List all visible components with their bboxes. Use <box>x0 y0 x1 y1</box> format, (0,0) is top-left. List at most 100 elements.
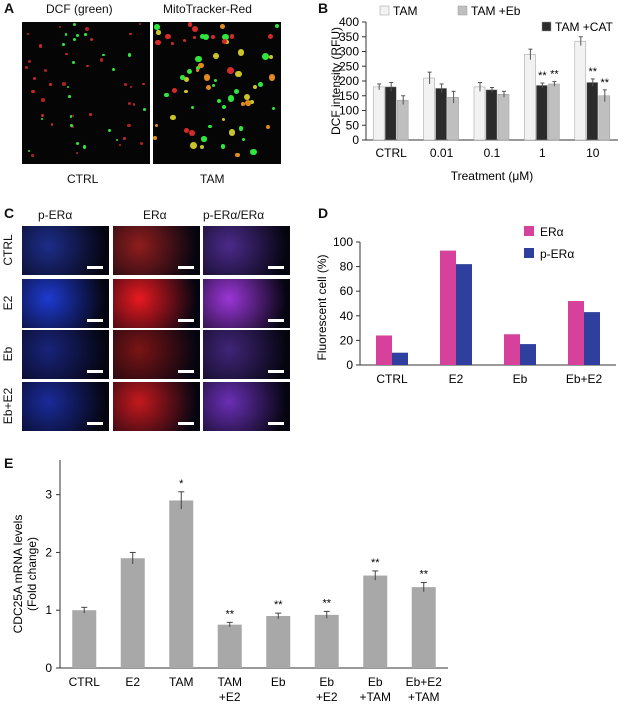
cell-dot <box>89 113 92 117</box>
cell-dot <box>43 68 48 73</box>
panel-a-row-label-tam: TAM <box>200 172 225 186</box>
bar <box>423 77 435 141</box>
cell-dot <box>61 81 66 86</box>
y-tick-label: 80 <box>340 260 354 274</box>
panel-a-col-label-mitotracker: MitoTracker-Red <box>163 2 252 16</box>
cell-dot <box>153 136 158 141</box>
scale-bar <box>178 266 194 269</box>
cell-dot <box>252 84 257 89</box>
bar <box>536 85 548 141</box>
bar <box>169 500 194 668</box>
if-image-tile <box>203 382 290 431</box>
x-tick-label: Eb+E2 <box>566 372 603 386</box>
cell-dot <box>272 106 276 110</box>
bar <box>520 344 536 365</box>
cell-dot <box>182 38 186 42</box>
cell-dot <box>262 53 269 60</box>
cell-dot <box>250 99 254 104</box>
x-tick-label: TAM <box>169 675 193 689</box>
if-image-tile <box>113 330 200 379</box>
cell-dot <box>212 84 216 88</box>
x-axis-label: Treatment (μM) <box>451 169 533 183</box>
cell-dot <box>76 142 80 145</box>
cell-dot <box>73 38 77 42</box>
cell-dot <box>129 86 133 89</box>
chart-d: 0 20 40 60 80 100 CTRL E2 Eb Eb+E2 Fluorescent cel… <box>315 225 616 386</box>
cell-dot <box>184 89 188 93</box>
scale-bar <box>87 422 103 425</box>
cell-dot <box>41 98 45 102</box>
cell-dot <box>238 126 244 131</box>
scale-bar <box>268 266 284 269</box>
legend-label: TAM +CAT <box>555 20 614 34</box>
cell-dot <box>170 42 174 46</box>
bar <box>548 83 560 141</box>
panel-a-row-label-ctrl: CTRL <box>67 172 99 186</box>
y-axis-label: (Fold change) <box>25 537 39 611</box>
cell-dot <box>24 66 29 70</box>
bar <box>440 250 456 365</box>
bar <box>120 558 145 668</box>
cell-dot <box>234 152 240 158</box>
bar <box>72 610 97 668</box>
significance-mark: ** <box>550 69 559 81</box>
significance-mark: * <box>179 478 184 490</box>
y-tick-label: 400 <box>339 15 359 29</box>
x-tick-label: E2 <box>125 675 140 689</box>
x-tick-label: CTRL <box>69 675 101 689</box>
scale-bar <box>268 319 284 322</box>
legend-swatch <box>524 248 534 258</box>
cell-dot <box>190 105 194 109</box>
cell-dot <box>210 34 215 39</box>
cell-dot <box>213 53 219 60</box>
cell-dot <box>123 136 127 140</box>
cell-dot <box>83 32 87 36</box>
cell-dot <box>203 33 210 40</box>
cell-dot <box>187 68 193 75</box>
cell-dot <box>70 115 73 118</box>
if-image-tile <box>203 279 290 328</box>
cell-dot <box>228 129 236 137</box>
y-tick-label: 250 <box>339 59 359 73</box>
y-axis-label: Fluorescent cell (%) <box>315 254 329 360</box>
cell-dot <box>139 142 143 146</box>
y-tick-label: 150 <box>339 89 359 103</box>
bar <box>485 89 498 141</box>
cell-dot <box>268 54 273 59</box>
legend-swatch <box>379 5 390 16</box>
bar <box>266 616 291 668</box>
cell-dot <box>170 114 176 121</box>
cell-dot <box>183 128 189 134</box>
cell-dot <box>208 124 212 129</box>
y-tick-label: 300 <box>339 45 359 59</box>
cell-dot <box>245 101 251 107</box>
cell-dot <box>220 24 225 30</box>
cell-dot <box>243 93 250 100</box>
scale-bar <box>178 370 194 373</box>
panel-c-col-label-era: ERα <box>143 208 167 222</box>
y-tick-label: 60 <box>340 284 354 298</box>
cell-dot <box>190 142 197 149</box>
y-axis-label: DCF intensity (RFU) <box>329 27 343 135</box>
bar <box>584 312 600 365</box>
legend-label: TAM <box>393 4 417 18</box>
cell-dot <box>69 124 74 128</box>
cell-dot <box>216 99 221 104</box>
cell-dot <box>201 136 207 142</box>
y-tick-label: 3 <box>45 488 52 502</box>
cell-dot <box>76 151 79 155</box>
cell-dot <box>40 118 43 121</box>
legend-label: p-ERα <box>540 247 574 261</box>
cell-dot <box>203 74 210 81</box>
cell-dot <box>40 114 45 118</box>
cell-dot <box>195 69 200 73</box>
cell-dot <box>138 22 142 26</box>
cell-dot <box>62 42 66 46</box>
cell-dot <box>189 130 195 137</box>
significance-mark: ** <box>601 77 610 89</box>
cell-dot <box>154 39 161 46</box>
significance-mark: ** <box>274 599 283 611</box>
cell-dot <box>268 73 276 81</box>
legend-swatch <box>524 226 534 236</box>
